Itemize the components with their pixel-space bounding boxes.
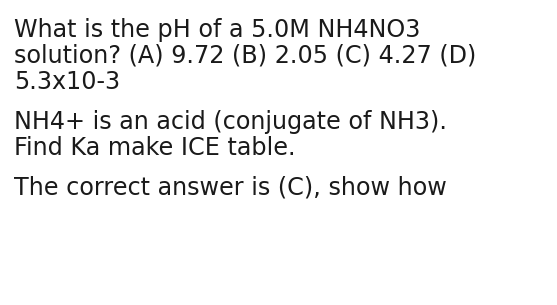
Text: solution? (A) 9.72 (B) 2.05 (C) 4.27 (D): solution? (A) 9.72 (B) 2.05 (C) 4.27 (D) bbox=[14, 44, 476, 68]
Text: 5.3x10-3: 5.3x10-3 bbox=[14, 70, 120, 94]
Text: Find Ka make ICE table.: Find Ka make ICE table. bbox=[14, 136, 296, 160]
Text: The correct answer is (C), show how: The correct answer is (C), show how bbox=[14, 176, 447, 200]
Text: NH4+ is an acid (conjugate of NH3).: NH4+ is an acid (conjugate of NH3). bbox=[14, 110, 447, 134]
Text: What is the pH of a 5.0M NH4NO3: What is the pH of a 5.0M NH4NO3 bbox=[14, 18, 421, 42]
